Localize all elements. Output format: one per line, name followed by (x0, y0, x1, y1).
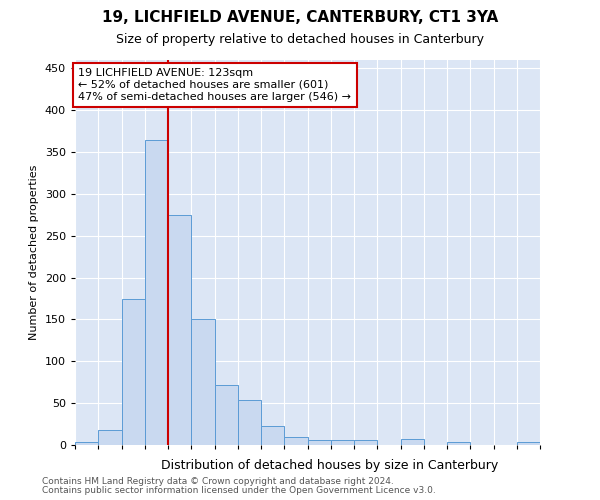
Text: Contains HM Land Registry data © Crown copyright and database right 2024.: Contains HM Land Registry data © Crown c… (42, 477, 394, 486)
Bar (75, 442, 98, 445)
Bar (308, 440, 331, 445)
Bar (331, 440, 354, 445)
Bar (447, 442, 470, 445)
Text: 19, LICHFIELD AVENUE, CANTERBURY, CT1 3YA: 19, LICHFIELD AVENUE, CANTERBURY, CT1 3Y… (102, 10, 498, 25)
Bar (517, 442, 540, 445)
Bar (354, 440, 377, 445)
Bar (261, 426, 284, 445)
Bar (215, 384, 238, 445)
Bar (401, 439, 424, 445)
Bar (238, 400, 261, 445)
Bar (168, 215, 191, 445)
Text: Contains public sector information licensed under the Open Government Licence v3: Contains public sector information licen… (42, 486, 436, 495)
Text: Distribution of detached houses by size in Canterbury: Distribution of detached houses by size … (161, 460, 499, 472)
Bar (121, 298, 145, 445)
Bar (145, 140, 168, 445)
Text: 19 LICHFIELD AVENUE: 123sqm
← 52% of detached houses are smaller (601)
47% of se: 19 LICHFIELD AVENUE: 123sqm ← 52% of det… (79, 68, 352, 102)
Text: Size of property relative to detached houses in Canterbury: Size of property relative to detached ho… (116, 32, 484, 46)
Bar (98, 430, 121, 445)
Bar (284, 436, 308, 445)
Bar (191, 320, 215, 445)
Y-axis label: Number of detached properties: Number of detached properties (29, 165, 39, 340)
